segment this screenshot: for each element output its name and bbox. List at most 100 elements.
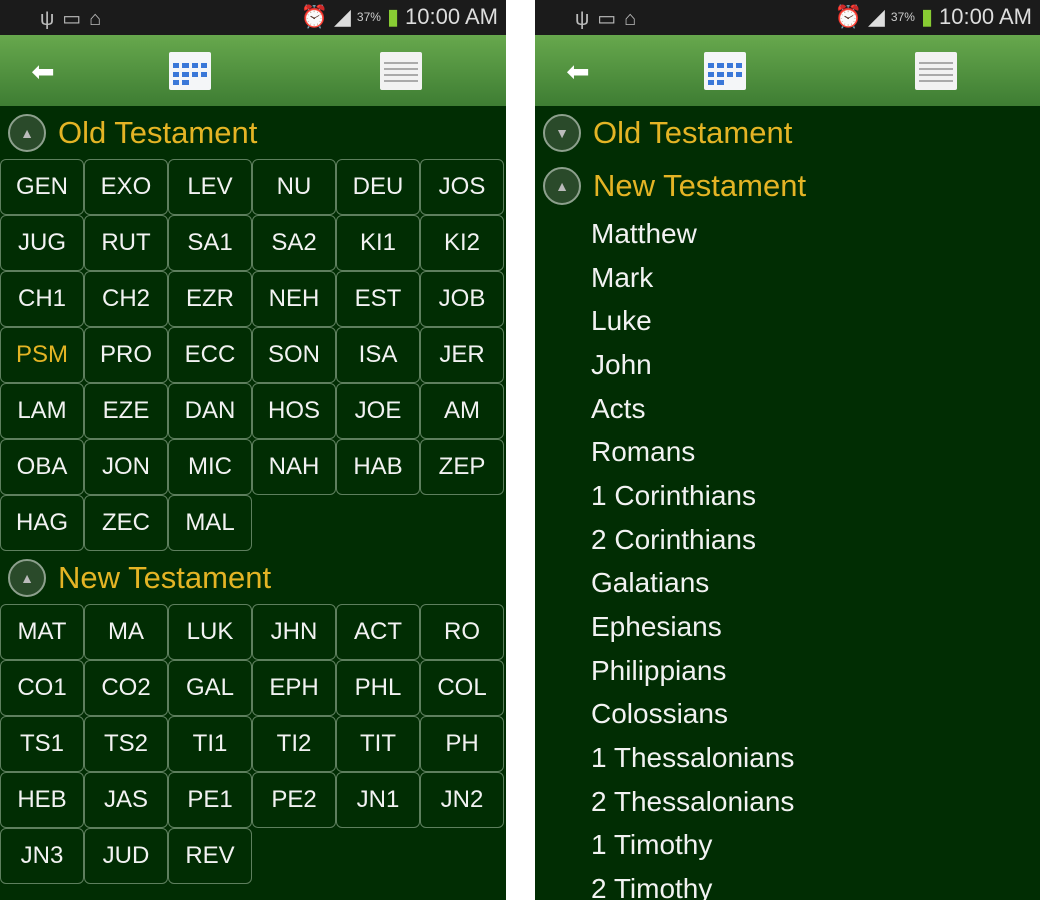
book-button[interactable]: DEU xyxy=(336,159,420,215)
book-button[interactable]: JOS xyxy=(420,159,504,215)
list-view-screen: ψ▭⌂ ⏰ ◢ 37% ▮ 10:00 AM ⬅ ▼ Old Testament ▲ New… xyxy=(535,0,1040,900)
book-button[interactable]: JN1 xyxy=(336,772,420,828)
book-list-item[interactable]: Galatians xyxy=(591,567,710,599)
old-testament-header[interactable]: ▲ Old Testament xyxy=(0,106,506,159)
book-button[interactable]: EZR xyxy=(168,271,252,327)
book-button[interactable]: HAB xyxy=(336,439,420,495)
book-button[interactable]: EST xyxy=(336,271,420,327)
book-button[interactable]: CO1 xyxy=(0,660,84,716)
book-button[interactable]: MAL xyxy=(168,495,252,551)
old-testament-header[interactable]: ▼ Old Testament xyxy=(535,106,1040,159)
book-button[interactable]: ISA xyxy=(336,327,420,383)
book-button[interactable]: LEV xyxy=(168,159,252,215)
book-button[interactable]: ZEC xyxy=(84,495,168,551)
book-button[interactable]: LAM xyxy=(0,383,84,439)
new-testament-header[interactable]: ▲ New Testament xyxy=(535,159,1040,212)
book-button[interactable]: MAT xyxy=(0,604,84,660)
book-list-item[interactable]: 2 Timothy xyxy=(591,873,713,900)
book-button[interactable]: EZE xyxy=(84,383,168,439)
book-button[interactable]: JOB xyxy=(420,271,504,327)
book-button[interactable]: SON xyxy=(252,327,336,383)
book-button[interactable]: TIT xyxy=(336,716,420,772)
book-button[interactable]: JN3 xyxy=(0,828,84,884)
book-button[interactable]: GEN xyxy=(0,159,84,215)
book-list-item[interactable]: Acts xyxy=(591,392,646,424)
book-button[interactable]: TI2 xyxy=(252,716,336,772)
book-button[interactable]: TS1 xyxy=(0,716,84,772)
book-button[interactable]: PHL xyxy=(336,660,420,716)
book-list-item[interactable]: Matthew xyxy=(591,217,697,249)
book-button[interactable]: JAS xyxy=(84,772,168,828)
book-button[interactable]: REV xyxy=(168,828,252,884)
calendar-grid-icon xyxy=(704,52,746,90)
book-button[interactable]: KI1 xyxy=(336,215,420,271)
collapse-icon[interactable]: ▲ xyxy=(8,113,46,152)
expand-icon[interactable]: ▼ xyxy=(543,113,581,152)
book-button[interactable]: RUT xyxy=(84,215,168,271)
collapse-icon[interactable]: ▲ xyxy=(543,166,581,205)
book-button[interactable]: PRO xyxy=(84,327,168,383)
book-button[interactable]: CH1 xyxy=(0,271,84,327)
book-button[interactable]: LUK xyxy=(168,604,252,660)
collapse-icon[interactable]: ▲ xyxy=(8,558,46,597)
book-button[interactable]: JOE xyxy=(336,383,420,439)
book-list-item[interactable]: Mark xyxy=(591,261,654,293)
book-list-item[interactable]: Romans xyxy=(591,436,696,468)
book-button[interactable]: JUD xyxy=(84,828,168,884)
book-list-item[interactable]: Ephesians xyxy=(591,611,722,643)
book-button[interactable]: PE2 xyxy=(252,772,336,828)
book-button[interactable]: HOS xyxy=(252,383,336,439)
book-button[interactable]: RO xyxy=(420,604,504,660)
book-list-item[interactable]: Luke xyxy=(591,305,652,337)
book-button[interactable]: NAH xyxy=(252,439,336,495)
book-button[interactable]: PE1 xyxy=(168,772,252,828)
book-list-item[interactable]: 2 Thessalonians xyxy=(591,785,795,817)
grid-view-button[interactable] xyxy=(169,51,211,91)
book-button[interactable]: OBA xyxy=(0,439,84,495)
book-button[interactable]: MIC xyxy=(168,439,252,495)
book-button[interactable]: JON xyxy=(84,439,168,495)
book-button[interactable]: MA xyxy=(84,604,168,660)
book-list-item[interactable]: 1 Corinthians xyxy=(591,479,756,511)
list-icon xyxy=(380,52,422,90)
list-view-button[interactable] xyxy=(915,51,957,91)
book-button[interactable]: NEH xyxy=(252,271,336,327)
book-button[interactable]: ECC xyxy=(168,327,252,383)
book-button[interactable]: AM xyxy=(420,383,504,439)
book-button[interactable]: CO2 xyxy=(84,660,168,716)
book-button[interactable]: KI2 xyxy=(420,215,504,271)
book-list-item[interactable]: 1 Timothy xyxy=(591,829,713,861)
book-list-item[interactable]: 1 Thessalonians xyxy=(591,742,795,774)
book-list-item[interactable]: 2 Corinthians xyxy=(591,523,756,555)
book-list-item[interactable]: John xyxy=(591,348,652,380)
back-arrow-icon[interactable]: ⬅ xyxy=(566,55,590,87)
book-button[interactable]: COL xyxy=(420,660,504,716)
book-button[interactable]: DAN xyxy=(168,383,252,439)
book-list-item[interactable]: Colossians xyxy=(591,698,728,730)
book-button[interactable]: CH2 xyxy=(84,271,168,327)
book-button[interactable]: JER xyxy=(420,327,504,383)
book-button[interactable]: PH xyxy=(420,716,504,772)
book-button[interactable]: ZEP xyxy=(420,439,504,495)
toolbar: ⬅ xyxy=(0,35,506,106)
book-button[interactable]: SA2 xyxy=(252,215,336,271)
book-button[interactable]: HAG xyxy=(0,495,84,551)
book-button[interactable]: NU xyxy=(252,159,336,215)
book-list-item[interactable]: Philippians xyxy=(591,654,727,686)
book-button[interactable]: HEB xyxy=(0,772,84,828)
book-button[interactable]: PSM xyxy=(0,327,84,383)
book-button[interactable]: JUG xyxy=(0,215,84,271)
list-view-button[interactable] xyxy=(380,51,422,91)
book-button[interactable]: JHN xyxy=(252,604,336,660)
new-testament-header[interactable]: ▲ New Testament xyxy=(0,551,506,604)
book-button[interactable]: EXO xyxy=(84,159,168,215)
book-button[interactable]: ACT xyxy=(336,604,420,660)
book-button[interactable]: EPH xyxy=(252,660,336,716)
book-button[interactable]: TI1 xyxy=(168,716,252,772)
book-button[interactable]: TS2 xyxy=(84,716,168,772)
grid-view-button[interactable] xyxy=(704,51,746,91)
book-button[interactable]: JN2 xyxy=(420,772,504,828)
book-button[interactable]: SA1 xyxy=(168,215,252,271)
book-button[interactable]: GAL xyxy=(168,660,252,716)
back-arrow-icon[interactable]: ⬅ xyxy=(31,55,55,87)
